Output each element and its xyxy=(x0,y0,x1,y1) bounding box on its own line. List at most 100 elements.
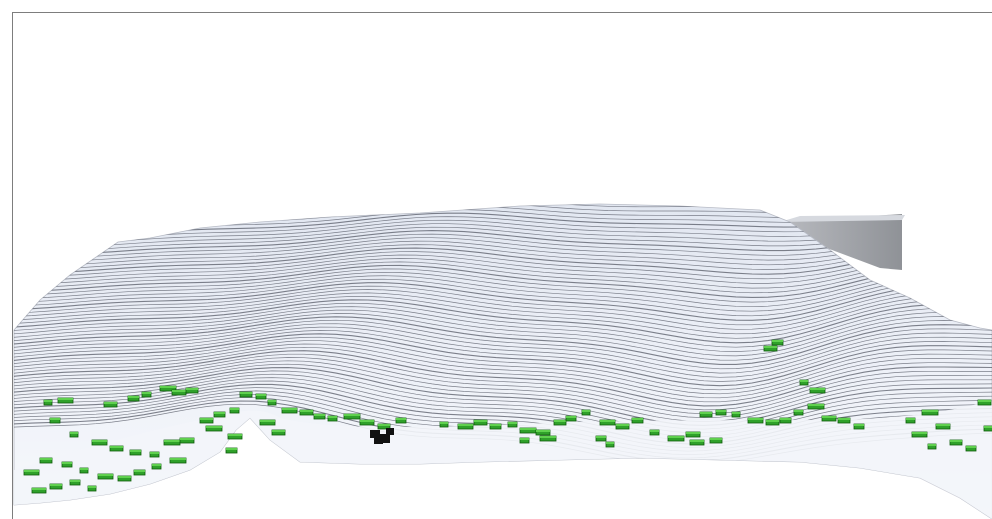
building-roof xyxy=(966,446,976,448)
contour-line xyxy=(14,363,992,422)
contour-line xyxy=(14,252,992,284)
building-roof xyxy=(800,380,808,382)
building-roof xyxy=(822,416,836,418)
contour-line xyxy=(14,326,992,378)
building-roof xyxy=(906,418,915,420)
building-roof xyxy=(440,422,448,424)
building-roof xyxy=(344,414,360,416)
building-roof xyxy=(80,468,88,470)
terrain-side-wall xyxy=(780,214,902,270)
valley-floor xyxy=(14,400,992,519)
building-roof xyxy=(328,416,337,418)
building-roof xyxy=(228,434,242,436)
contour-line xyxy=(14,232,992,262)
dark-building-cluster xyxy=(370,428,394,444)
building-roof xyxy=(650,430,659,432)
building-roof xyxy=(540,436,556,438)
building-roof xyxy=(600,420,615,422)
building-roof xyxy=(314,414,325,416)
contour-line xyxy=(14,292,992,335)
building-roof xyxy=(70,432,78,434)
dark-building xyxy=(386,428,394,435)
building-roof xyxy=(118,476,131,478)
contour-line xyxy=(14,282,992,321)
building-roof xyxy=(40,458,52,460)
building-roof xyxy=(32,488,46,490)
contour-line xyxy=(14,263,992,298)
building-roof xyxy=(668,436,684,438)
building-roof xyxy=(152,464,161,466)
dark-building xyxy=(370,430,380,438)
contour-line xyxy=(14,346,992,403)
building-roof xyxy=(130,450,141,452)
building-roof xyxy=(226,448,237,450)
building-roof xyxy=(854,424,864,426)
contour-line xyxy=(14,333,992,387)
building-roof xyxy=(62,462,72,464)
building-roof xyxy=(808,404,824,406)
building-roof xyxy=(160,386,176,388)
contour-line xyxy=(14,313,992,361)
contour-line xyxy=(14,256,992,289)
contour-line xyxy=(14,240,992,270)
building-roof xyxy=(186,388,198,390)
building-roof xyxy=(606,442,614,444)
building-roof xyxy=(520,438,529,440)
building-roof xyxy=(150,452,159,454)
building-roof xyxy=(928,444,936,446)
contour-line xyxy=(14,377,992,437)
contour-line xyxy=(14,357,992,415)
building-roof xyxy=(764,346,777,348)
building-roof xyxy=(268,400,276,402)
building-roof xyxy=(240,392,252,394)
building-roof xyxy=(780,418,791,420)
building-roof xyxy=(772,340,783,342)
building-roof xyxy=(632,418,643,420)
building-roof xyxy=(732,412,740,414)
building-roof xyxy=(922,410,938,412)
contour-line xyxy=(14,271,992,308)
building-roof xyxy=(566,416,576,418)
building-roof xyxy=(554,420,566,422)
building-roof xyxy=(794,410,803,412)
building-roof xyxy=(256,394,266,396)
contour-line xyxy=(14,289,992,330)
building-roof xyxy=(838,418,850,420)
building-roof xyxy=(70,480,80,482)
contour-line xyxy=(14,278,992,317)
contour-line xyxy=(14,244,992,275)
building-roof xyxy=(766,420,779,422)
building-roof xyxy=(206,426,222,428)
building-roof xyxy=(92,440,107,442)
building-roof xyxy=(104,402,117,404)
building-roof xyxy=(596,436,606,438)
building-roof xyxy=(360,420,374,422)
contour-line xyxy=(14,330,992,382)
contour-line xyxy=(14,336,992,391)
contour-line xyxy=(14,224,992,255)
building-roof xyxy=(950,440,962,442)
building-roof xyxy=(710,438,722,440)
building-roof xyxy=(282,408,297,410)
building-roof xyxy=(164,440,180,442)
building-roof xyxy=(260,420,275,422)
building-roof xyxy=(582,410,590,412)
building-roof xyxy=(378,424,390,426)
contour-line xyxy=(14,319,992,370)
contour-line xyxy=(14,248,992,280)
building-roof xyxy=(172,390,186,392)
contour-line xyxy=(14,275,992,312)
building-roof xyxy=(984,426,992,428)
building-roof xyxy=(134,470,145,472)
building-roof xyxy=(200,418,213,420)
building-roof xyxy=(700,412,712,414)
building-roof xyxy=(810,388,825,390)
building-roof xyxy=(142,392,151,394)
contour-line xyxy=(14,285,992,326)
buildings-layer xyxy=(23,339,992,494)
building-roof xyxy=(24,470,39,472)
building-roof xyxy=(44,400,52,402)
contour-line xyxy=(14,340,992,395)
